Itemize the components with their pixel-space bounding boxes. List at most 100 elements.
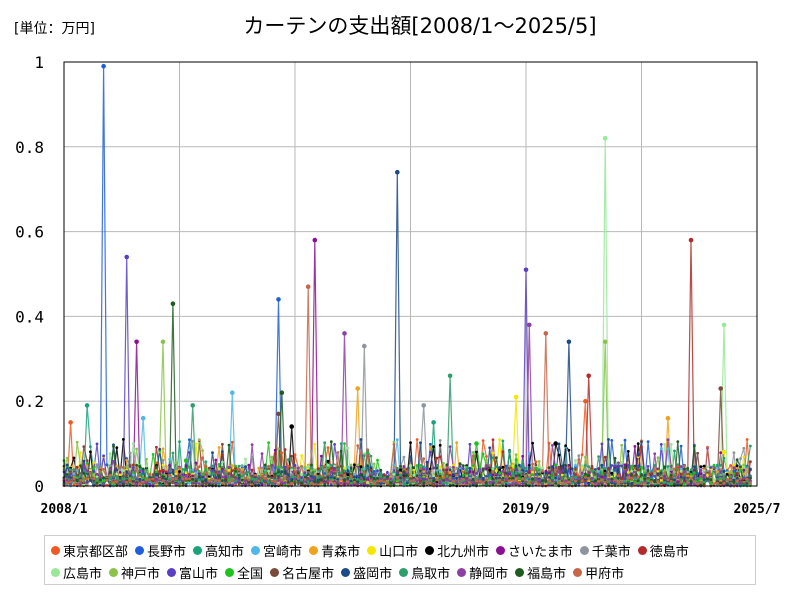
series-point bbox=[158, 447, 162, 451]
series-point bbox=[488, 446, 492, 450]
series-point bbox=[544, 477, 548, 480]
series-point bbox=[174, 477, 178, 481]
series-point bbox=[643, 473, 647, 477]
series-point bbox=[280, 451, 284, 455]
series-point bbox=[524, 466, 528, 470]
series-point bbox=[376, 469, 379, 473]
series-point bbox=[171, 470, 175, 474]
series-point bbox=[567, 469, 571, 473]
series-point bbox=[551, 471, 554, 474]
series-point bbox=[742, 476, 746, 480]
series-point bbox=[362, 454, 366, 458]
series-point bbox=[683, 482, 686, 486]
series-point bbox=[438, 474, 442, 478]
series-point bbox=[392, 477, 396, 481]
series-point bbox=[514, 464, 518, 468]
series-point bbox=[666, 465, 670, 468]
series-point bbox=[392, 473, 396, 476]
series-point bbox=[161, 479, 165, 482]
series-point bbox=[465, 474, 468, 478]
series-point bbox=[613, 456, 617, 460]
series-point bbox=[138, 469, 142, 473]
series-point bbox=[300, 465, 303, 468]
series-point bbox=[89, 471, 92, 475]
series-point bbox=[551, 478, 554, 482]
series-point bbox=[224, 472, 228, 475]
series-peak-point bbox=[665, 415, 671, 421]
series-point bbox=[620, 464, 624, 468]
series-point bbox=[617, 476, 620, 480]
series-point bbox=[230, 440, 234, 444]
series-point bbox=[574, 479, 577, 483]
series-point bbox=[485, 458, 488, 462]
series-point bbox=[504, 464, 508, 468]
series-point bbox=[564, 470, 567, 474]
series-point bbox=[593, 479, 597, 483]
series-point bbox=[267, 464, 270, 468]
series-point bbox=[508, 449, 511, 453]
series-point bbox=[445, 474, 449, 478]
legend-label: 宮崎市 bbox=[263, 544, 303, 560]
series-point bbox=[313, 483, 317, 487]
series-point bbox=[227, 476, 231, 479]
series-point bbox=[448, 471, 452, 474]
series-point bbox=[659, 447, 663, 450]
series-point bbox=[158, 481, 162, 485]
series-point bbox=[402, 476, 406, 479]
legend-item: 名古屋市 bbox=[270, 562, 334, 582]
series-point bbox=[257, 466, 261, 470]
legend-marker bbox=[573, 567, 583, 577]
x-tick-label: 2025/7 bbox=[734, 502, 781, 517]
series-point bbox=[560, 473, 564, 477]
series-point bbox=[95, 442, 99, 446]
series-point bbox=[217, 446, 221, 449]
legend-item: 盛岡市 bbox=[341, 562, 392, 582]
series-point bbox=[244, 482, 247, 486]
series-point bbox=[425, 482, 429, 485]
series-point bbox=[164, 480, 168, 484]
legend-marker bbox=[109, 567, 119, 577]
series-peak-point bbox=[602, 136, 608, 141]
series-point bbox=[461, 467, 465, 470]
series-point bbox=[244, 457, 247, 461]
series-point bbox=[227, 443, 231, 447]
series-point bbox=[122, 466, 125, 469]
series-point bbox=[465, 465, 468, 469]
series-point bbox=[706, 445, 709, 449]
series-point bbox=[617, 461, 620, 465]
series-point bbox=[293, 477, 297, 481]
series-point bbox=[382, 476, 386, 480]
series-point bbox=[118, 476, 122, 480]
series-point bbox=[290, 475, 294, 479]
series-point bbox=[702, 464, 706, 468]
series-point bbox=[488, 477, 492, 480]
series-point bbox=[425, 460, 429, 464]
series-point bbox=[329, 483, 333, 486]
series-point bbox=[122, 483, 125, 486]
series-point bbox=[174, 475, 178, 478]
series-point bbox=[260, 470, 264, 474]
series-point bbox=[712, 463, 716, 467]
series-point bbox=[666, 438, 670, 442]
series-point bbox=[623, 438, 627, 442]
series-point bbox=[448, 445, 452, 449]
series-peak-point bbox=[523, 267, 529, 273]
series-point bbox=[732, 463, 736, 467]
series-point bbox=[349, 467, 353, 470]
series-point bbox=[197, 475, 201, 479]
series-point bbox=[194, 471, 198, 474]
series-point bbox=[587, 474, 591, 477]
series-point bbox=[452, 473, 455, 476]
series-point bbox=[188, 466, 191, 469]
series-point bbox=[679, 481, 683, 484]
series-point bbox=[254, 480, 257, 484]
series-point bbox=[491, 470, 495, 473]
series-point bbox=[343, 442, 346, 445]
legend-marker bbox=[515, 567, 525, 577]
series-point bbox=[227, 472, 231, 475]
series-point bbox=[735, 479, 739, 483]
series-point bbox=[277, 447, 280, 451]
series-point bbox=[656, 472, 660, 476]
series-point bbox=[313, 480, 317, 484]
series-point bbox=[316, 476, 320, 479]
